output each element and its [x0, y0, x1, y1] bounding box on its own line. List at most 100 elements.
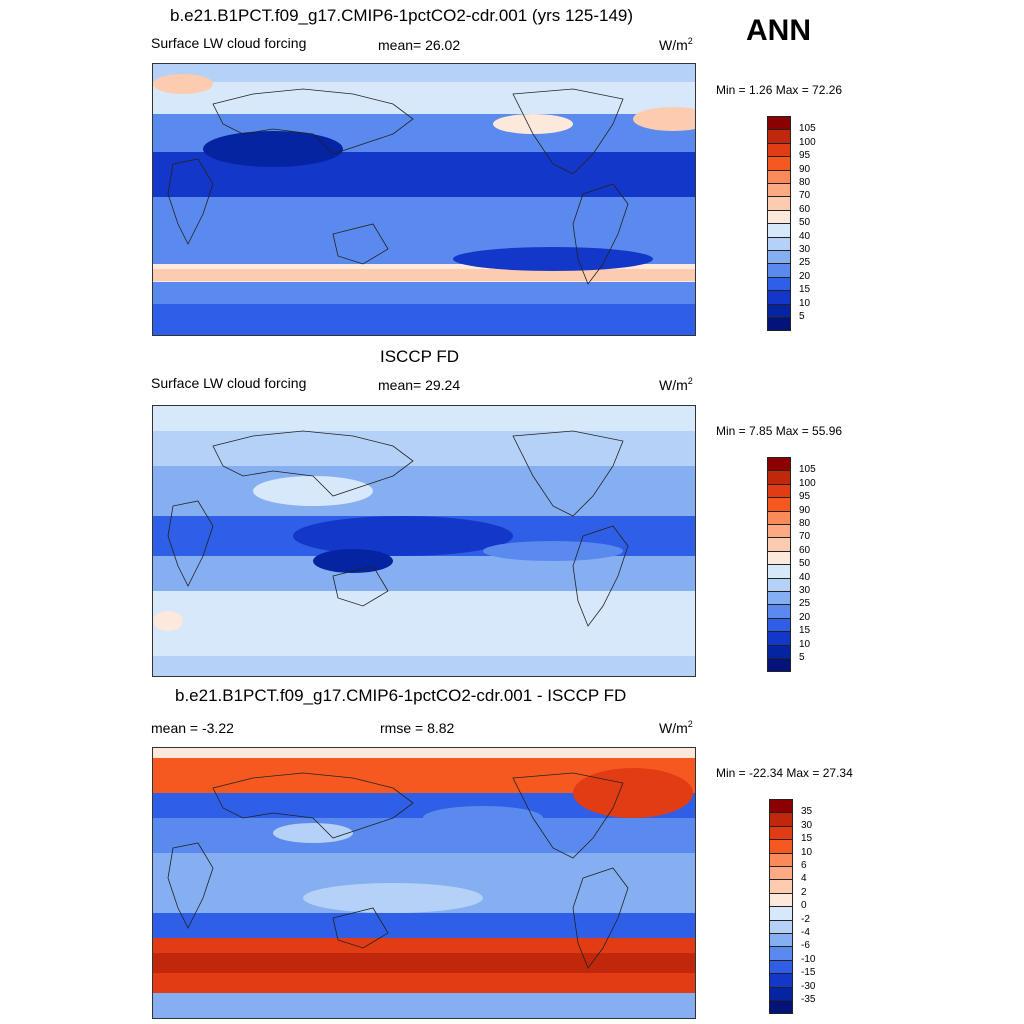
colorbar-tick-label: 95 [799, 491, 811, 503]
colorbar-tick-label: 10 [801, 846, 813, 858]
colorbar-tick-label: 5 [799, 652, 805, 663]
colorbar-tick-label: 10 [799, 638, 811, 650]
colorbar-swatch [767, 510, 791, 525]
colorbar-swatch [767, 223, 791, 238]
colorbar-tick-label: 40 [799, 230, 811, 242]
colorbar-swatch [767, 577, 791, 592]
colorbar-tick-label: 15 [799, 625, 811, 637]
colorbar-tick-label: 4 [801, 873, 807, 885]
colorbar-tick-label: 60 [799, 544, 811, 556]
colorbar-tick-label: 70 [799, 190, 811, 202]
colorbar-tick-label: -15 [801, 967, 816, 979]
colorbar-swatch [767, 564, 791, 579]
colorbar-tick-label: 90 [799, 163, 811, 175]
panel-2-title: ISCCP FD [380, 347, 460, 366]
panel-2-unit-label: W/m2 [659, 376, 693, 393]
colorbar-swatch [769, 906, 793, 921]
panel-1-minmax: Min = 1.26 Max = 72.26 [716, 83, 843, 97]
colorbar-tick-label: 105 [799, 123, 816, 135]
colorbar-tick-label: 2 [801, 886, 807, 898]
colorbar-swatch [767, 129, 791, 144]
colorbar-swatch [769, 959, 793, 975]
colorbar-tick-label: 15 [801, 833, 813, 845]
colorbar-tick-label: 90 [799, 504, 811, 516]
season-label: ANN [746, 14, 811, 47]
colorbar-tick-label: 100 [799, 477, 816, 489]
colorbar-swatch [767, 183, 791, 198]
panel-2-map [152, 405, 696, 677]
panel-2-mean-label: mean= 29.24 [378, 377, 461, 393]
colorbar-swatch [769, 892, 793, 908]
colorbar-swatch [767, 303, 791, 318]
colorbar-swatch [769, 973, 793, 988]
colorbar-swatch [767, 537, 791, 552]
colorbar-swatch [767, 116, 791, 131]
colorbar-swatch [767, 631, 791, 646]
colorbar-swatch [767, 142, 791, 158]
colorbar-tick-label: 0 [801, 900, 807, 912]
colorbar-swatch [767, 550, 791, 566]
colorbar-tick-label: 15 [799, 284, 811, 296]
colorbar-swatch [767, 250, 791, 265]
colorbar-tick-label: 5 [799, 311, 805, 322]
colorbar-swatch [767, 156, 791, 171]
colorbar-swatch [767, 644, 791, 659]
colorbar-tick-label: 80 [799, 177, 811, 188]
colorbar-tick-label: 25 [799, 598, 811, 610]
colorbar-swatch [767, 196, 791, 211]
panel-1-title: b.e21.B1PCT.f09_g17.CMIP6-1pctCO2-cdr.00… [170, 6, 634, 25]
colorbar-tick-label: -2 [801, 913, 810, 925]
colorbar-tick-label: 100 [799, 136, 816, 148]
colorbar-swatch [769, 799, 793, 814]
colorbar-swatch [767, 276, 791, 292]
colorbar-swatch [767, 169, 791, 184]
colorbar-swatch [769, 825, 793, 841]
colorbar-tick-label: -10 [801, 953, 816, 965]
colorbar-swatch [767, 617, 791, 633]
colorbar-tick-label: -30 [801, 980, 816, 992]
colorbar-tick-label: 6 [801, 860, 807, 871]
colorbar-swatch [769, 1000, 793, 1015]
colorbar-swatch [767, 317, 791, 332]
panel-1-map-field [153, 64, 695, 335]
colorbar-swatch [767, 497, 791, 512]
panel-3-minmax: Min = -22.34 Max = 27.34 [716, 766, 853, 780]
panel-3-mean-label: mean = -3.22 [151, 720, 234, 736]
panel-3-map [152, 747, 696, 1019]
panel-1-variable-label: Surface LW cloud forcing [151, 35, 307, 51]
panel-2-minmax: Min = 7.85 Max = 55.96 [716, 424, 843, 438]
colorbar-swatch [767, 658, 791, 673]
colorbar-tick-label: 20 [799, 611, 811, 623]
colorbar-tick-label: 30 [801, 819, 813, 831]
colorbar-tick-label: 50 [799, 217, 811, 229]
panel-3-rmse-label: rmse = 8.82 [380, 720, 455, 736]
colorbar-tick-label: 20 [799, 270, 811, 282]
colorbar-swatch [769, 812, 793, 827]
colorbar-tick-label: 25 [799, 257, 811, 269]
colorbar-swatch [767, 457, 791, 472]
colorbar-swatch [769, 946, 793, 961]
panel-2-map-field [153, 406, 695, 676]
colorbar-swatch [767, 470, 791, 485]
colorbar-swatch [767, 209, 791, 225]
panel-3-unit-label: W/m2 [659, 719, 693, 736]
colorbar-tick-label: 10 [799, 297, 811, 309]
colorbar-tick-label: 30 [799, 244, 811, 255]
colorbar-swatch [767, 483, 791, 499]
colorbar-tick-label: 80 [799, 518, 811, 529]
panel-1-map [152, 63, 696, 336]
colorbar-swatch [769, 933, 793, 948]
colorbar-tick-label: 40 [799, 571, 811, 583]
colorbar-tick-label: -6 [801, 940, 810, 952]
colorbar-swatch [769, 852, 793, 867]
colorbar-tick-label: 70 [799, 531, 811, 543]
colorbar-swatch [767, 290, 791, 305]
colorbar-tick-label: 105 [799, 464, 816, 476]
colorbar-swatch [769, 986, 793, 1001]
colorbar-tick-label: -4 [801, 927, 810, 938]
colorbar-swatch [767, 524, 791, 539]
colorbar-swatch [769, 919, 793, 934]
colorbar-swatch [767, 263, 791, 278]
colorbar-tick-label: 35 [801, 806, 813, 818]
colorbar-tick-label: 50 [799, 558, 811, 570]
